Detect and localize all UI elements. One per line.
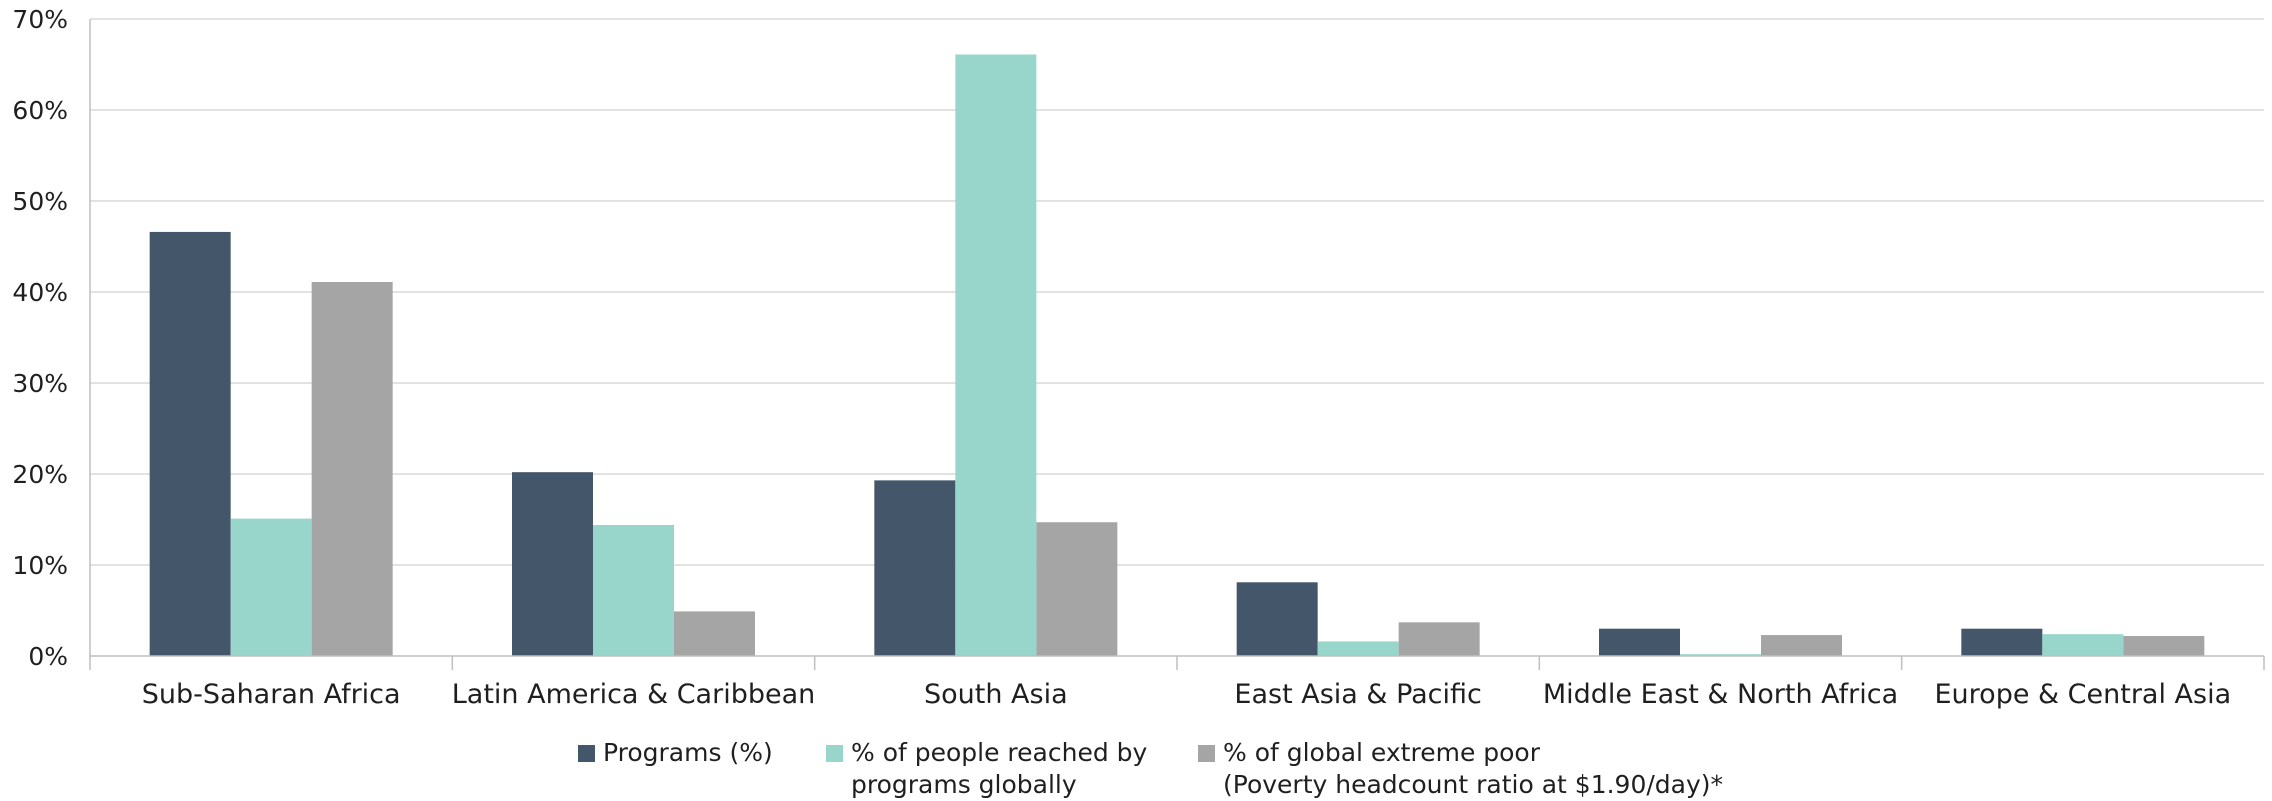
y-tick-label: 10%	[12, 551, 68, 580]
bar	[1680, 654, 1761, 656]
bar	[1761, 635, 1842, 656]
y-tick-label: 0%	[28, 642, 68, 671]
bars	[149, 54, 2205, 657]
bar	[1599, 628, 1680, 656]
legend-swatch-people-reached	[826, 745, 843, 762]
bar-chart: 0% 10% 20% 30% 40% 50% 60% 70% Sub-Saharan Afri…	[12, 5, 2265, 710]
legend-item-people-reached: % of people reached by programs globally	[826, 737, 1147, 801]
x-tick-label: East Asia & Pacific	[1234, 679, 1481, 710]
legend-label-extreme-poor: % of global extreme poor (Poverty headco…	[1223, 738, 1724, 799]
legend-label-people-reached: % of people reached by programs globally	[851, 738, 1148, 799]
x-tick-label: Europe & Central Asia	[1935, 679, 2232, 710]
bar	[311, 281, 393, 656]
bar	[1036, 522, 1118, 656]
bar	[674, 611, 755, 656]
bar	[1317, 641, 1399, 656]
bar	[149, 231, 231, 656]
gridlines	[90, 18, 2264, 566]
bar	[2042, 634, 2124, 656]
legend-item-extreme-poor: % of global extreme poor (Poverty headco…	[1198, 737, 1723, 801]
y-tick-label: 40%	[12, 278, 68, 307]
bar	[2123, 635, 2205, 656]
y-tick-label: 20%	[12, 460, 68, 489]
x-tick-label: Latin America & Caribbean	[452, 679, 816, 710]
legend-swatch-extreme-poor	[1198, 745, 1215, 762]
x-tick-label: South Asia	[924, 679, 1068, 710]
legend-label-programs: Programs (%)	[603, 738, 773, 767]
bar	[1398, 622, 1480, 656]
x-tick-label: Middle East & North Africa	[1543, 679, 1898, 710]
y-tick-label: 30%	[12, 369, 68, 398]
bar	[1236, 582, 1318, 656]
y-axis: 0% 10% 20% 30% 40% 50% 60% 70%	[12, 5, 91, 671]
legend: Programs (%) % of people reached by prog…	[0, 735, 2272, 801]
bar	[230, 518, 312, 656]
bar	[1961, 628, 2043, 656]
x-tick-label: Sub-Saharan Africa	[142, 679, 401, 710]
bar	[955, 54, 1037, 657]
bar	[874, 480, 956, 656]
x-axis: Sub-Saharan Africa Latin America & Caribb…	[89, 655, 2265, 710]
legend-item-programs: Programs (%)	[578, 737, 773, 769]
y-tick-label: 50%	[12, 187, 68, 216]
y-tick-label: 60%	[12, 96, 68, 125]
bar	[593, 524, 674, 656]
bar	[512, 472, 593, 656]
legend-swatch-programs	[578, 745, 595, 762]
y-tick-label: 70%	[12, 5, 68, 34]
